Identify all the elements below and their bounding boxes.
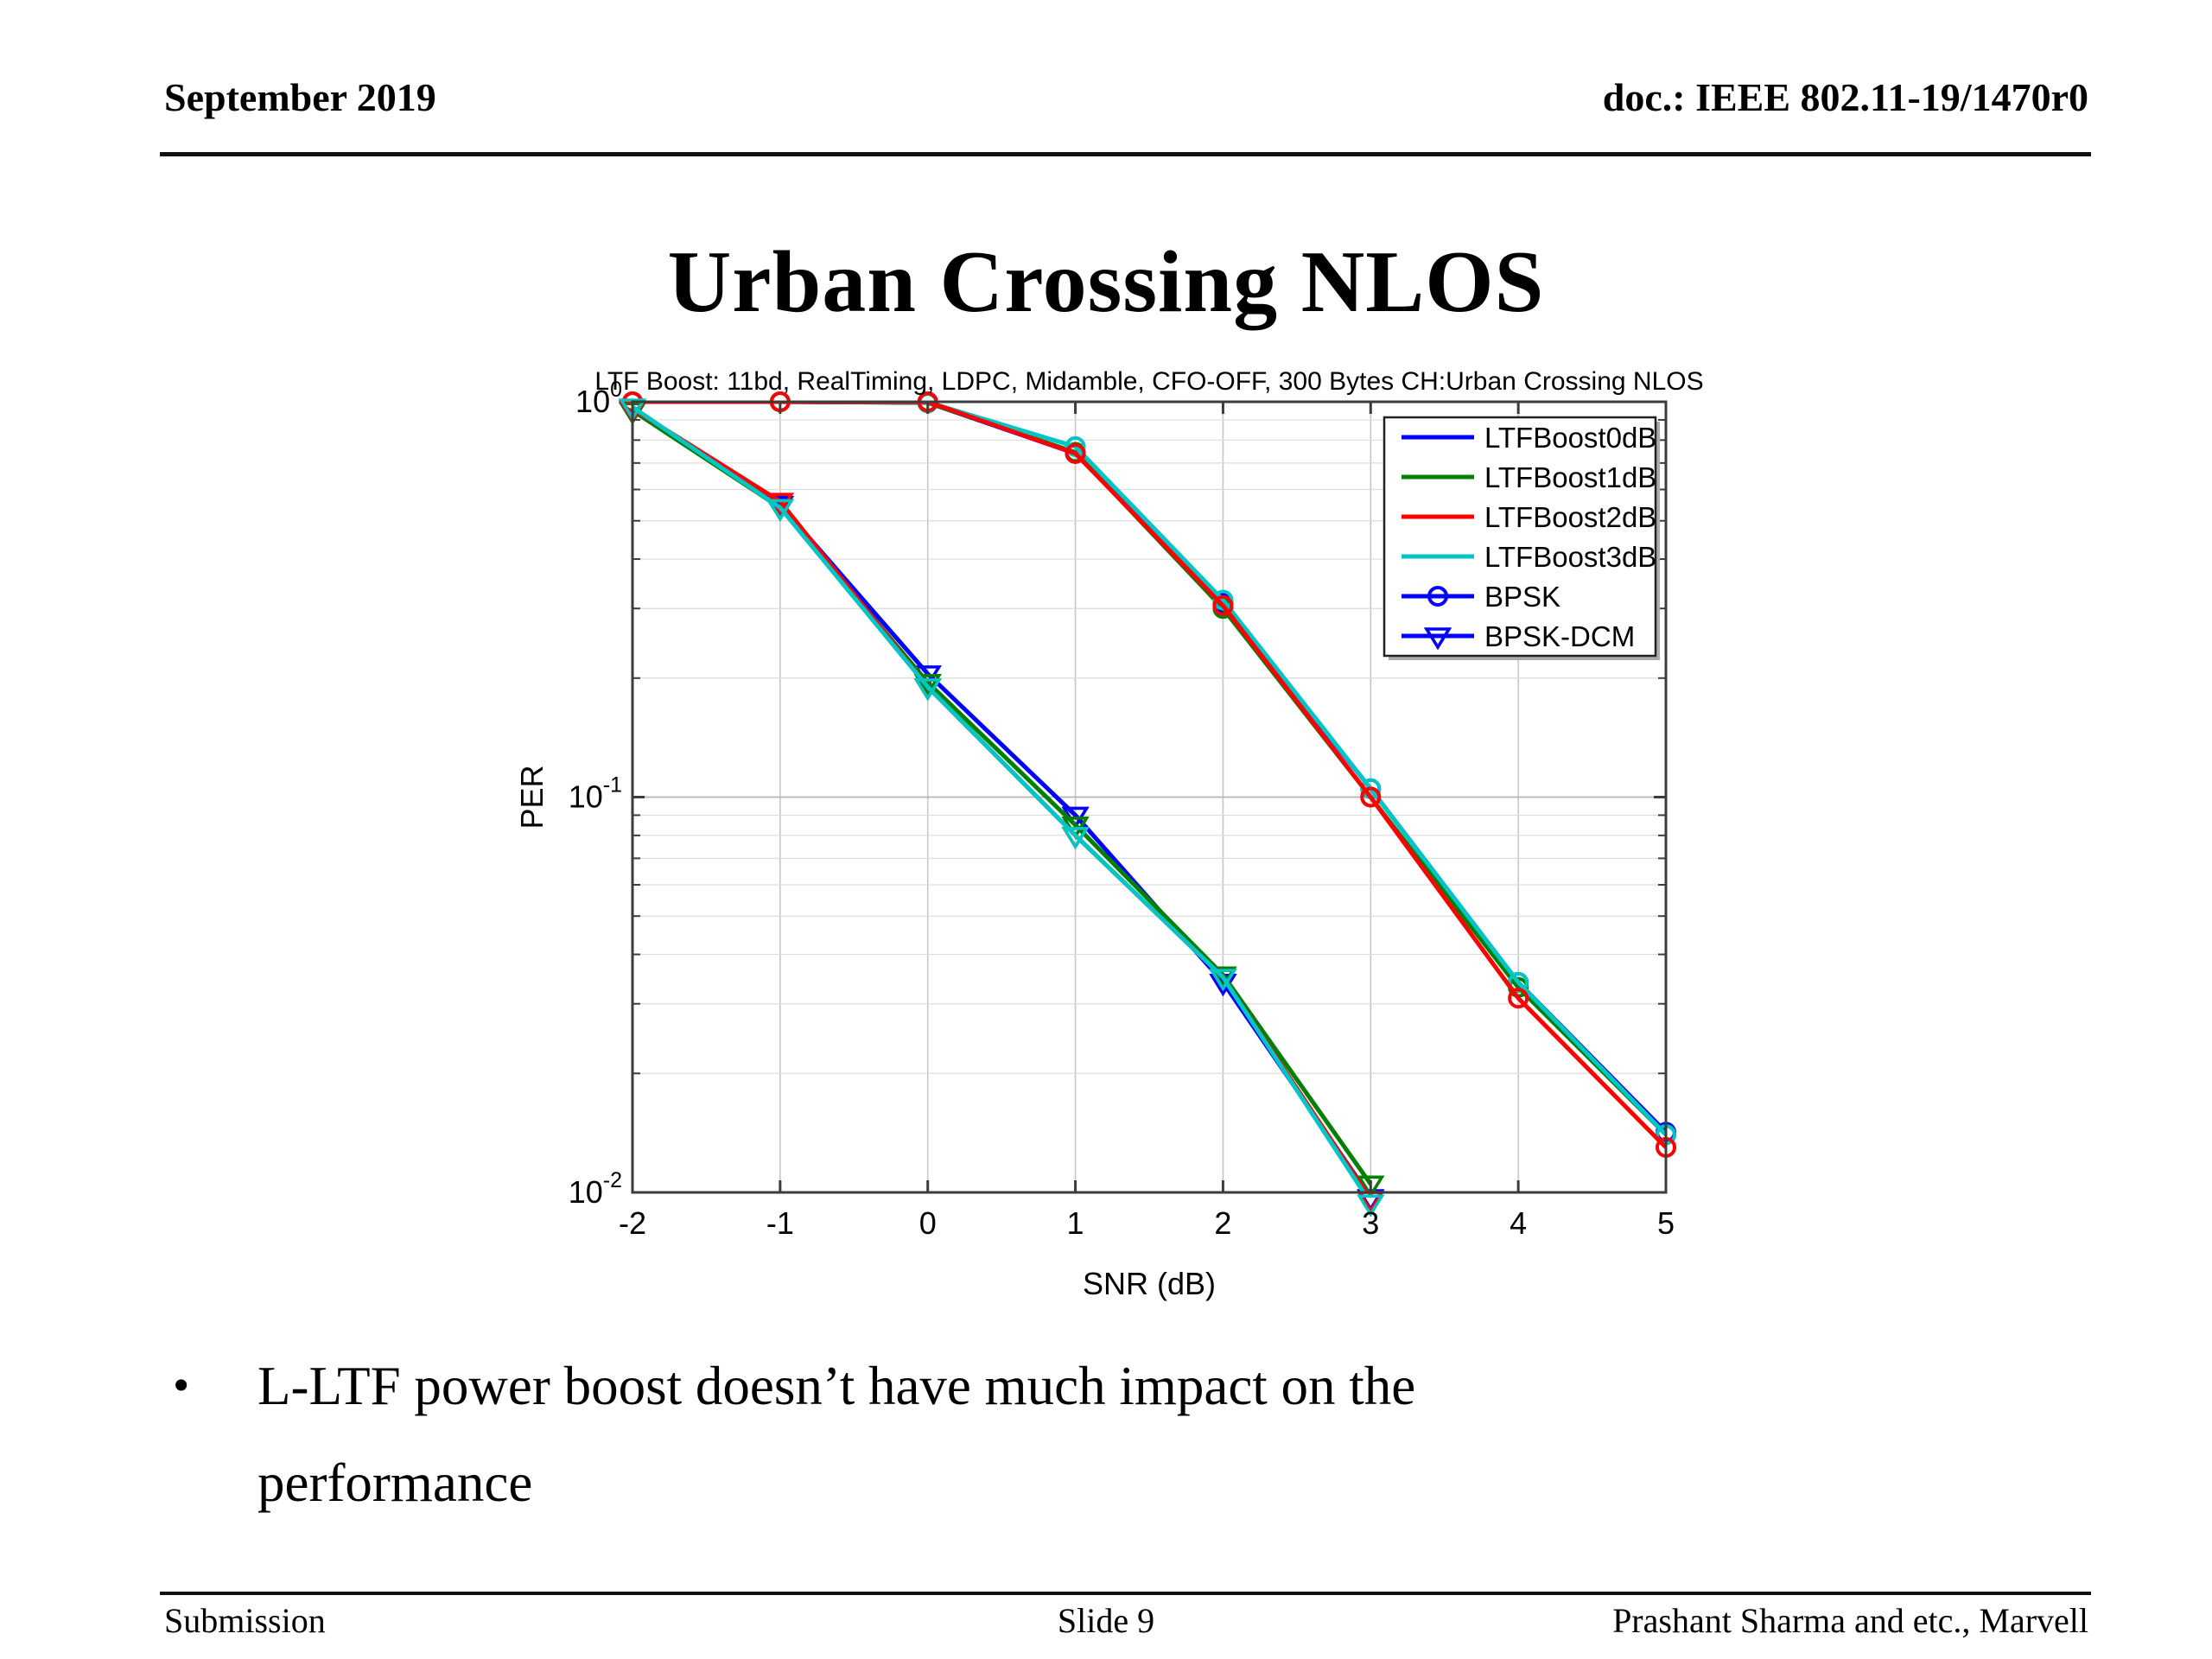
page-title: Urban Crossing NLOS bbox=[667, 233, 1545, 331]
legend-entry-LTFBoost0dB: LTFBoost0dB bbox=[1402, 422, 1656, 454]
legend-label: BPSK-DCM bbox=[1484, 620, 1635, 652]
y-tick-label: 100 bbox=[575, 378, 622, 419]
x-axis-label: SNR (dB) bbox=[1083, 1266, 1216, 1301]
x-tick-label: -2 bbox=[619, 1205, 646, 1241]
y-tick-label: 10-1 bbox=[569, 773, 622, 815]
footer-authors: Prashant Sharma and etc., Marvell bbox=[1612, 1601, 2088, 1640]
legend-entry-LTFBoost1dB: LTFBoost1dB bbox=[1402, 461, 1656, 493]
x-tick-label: 0 bbox=[919, 1205, 937, 1241]
x-tick-label: 3 bbox=[1362, 1205, 1379, 1241]
y-tick-label: 10-2 bbox=[569, 1168, 622, 1210]
series-BPSK-DCM-LTFBoost3dB bbox=[618, 398, 1385, 1217]
legend-entry-BPSK-DCM: BPSK-DCM bbox=[1402, 620, 1635, 652]
x-tick-label: 5 bbox=[1657, 1205, 1675, 1241]
x-tick-label: 2 bbox=[1214, 1205, 1231, 1241]
header-divider bbox=[160, 152, 2091, 156]
header-date: September 2019 bbox=[164, 75, 436, 119]
chart-legend: LTFBoost0dB LTFBoost1dB LTFBoost2dB LTFBoos… bbox=[1382, 416, 1660, 660]
legend-label: BPSK bbox=[1484, 581, 1560, 613]
x-tick-label: 1 bbox=[1067, 1205, 1084, 1241]
legend-label: LTFBoost3dB bbox=[1484, 541, 1656, 573]
legend-label: LTFBoost1dB bbox=[1484, 461, 1656, 493]
bullet-item: • L-LTF power boost doesn’t have much im… bbox=[173, 1338, 1434, 1531]
legend-label: LTFBoost2dB bbox=[1484, 501, 1656, 533]
legend-entry-LTFBoost2dB: LTFBoost2dB bbox=[1402, 501, 1656, 533]
bullet-text: L-LTF power boost doesn’t have much impa… bbox=[257, 1356, 1416, 1514]
series-BPSK-DCM-LTFBoost2dB bbox=[618, 400, 1385, 1214]
legend-entry-BPSK: BPSK bbox=[1402, 581, 1560, 613]
footer-divider bbox=[160, 1592, 2091, 1595]
series-BPSK-DCM-LTFBoost1dB bbox=[618, 402, 1385, 1198]
header-doc-number: doc.: IEEE 802.11-19/1470r0 bbox=[1602, 75, 2088, 119]
bullet-icon: • bbox=[173, 1358, 190, 1411]
legend-entry-LTFBoost3dB: LTFBoost3dB bbox=[1402, 541, 1656, 573]
footer-submission: Submission bbox=[164, 1601, 326, 1640]
x-tick-label: 4 bbox=[1510, 1205, 1527, 1241]
y-axis-label: PER bbox=[514, 765, 550, 829]
series-BPSK-DCM-LTFBoost0dB bbox=[618, 402, 1385, 1212]
chart-text: LTF Boost: 11bd, RealTiming, LDPC, Midam… bbox=[514, 367, 1704, 1301]
chart-frame bbox=[631, 400, 1668, 1194]
chart-subtitle: LTF Boost: 11bd, RealTiming, LDPC, Midam… bbox=[594, 367, 1703, 396]
legend-label: LTFBoost0dB bbox=[1484, 422, 1656, 454]
x-tick-label: -1 bbox=[766, 1205, 794, 1241]
footer-slide-number: Slide 9 bbox=[1057, 1601, 1155, 1640]
